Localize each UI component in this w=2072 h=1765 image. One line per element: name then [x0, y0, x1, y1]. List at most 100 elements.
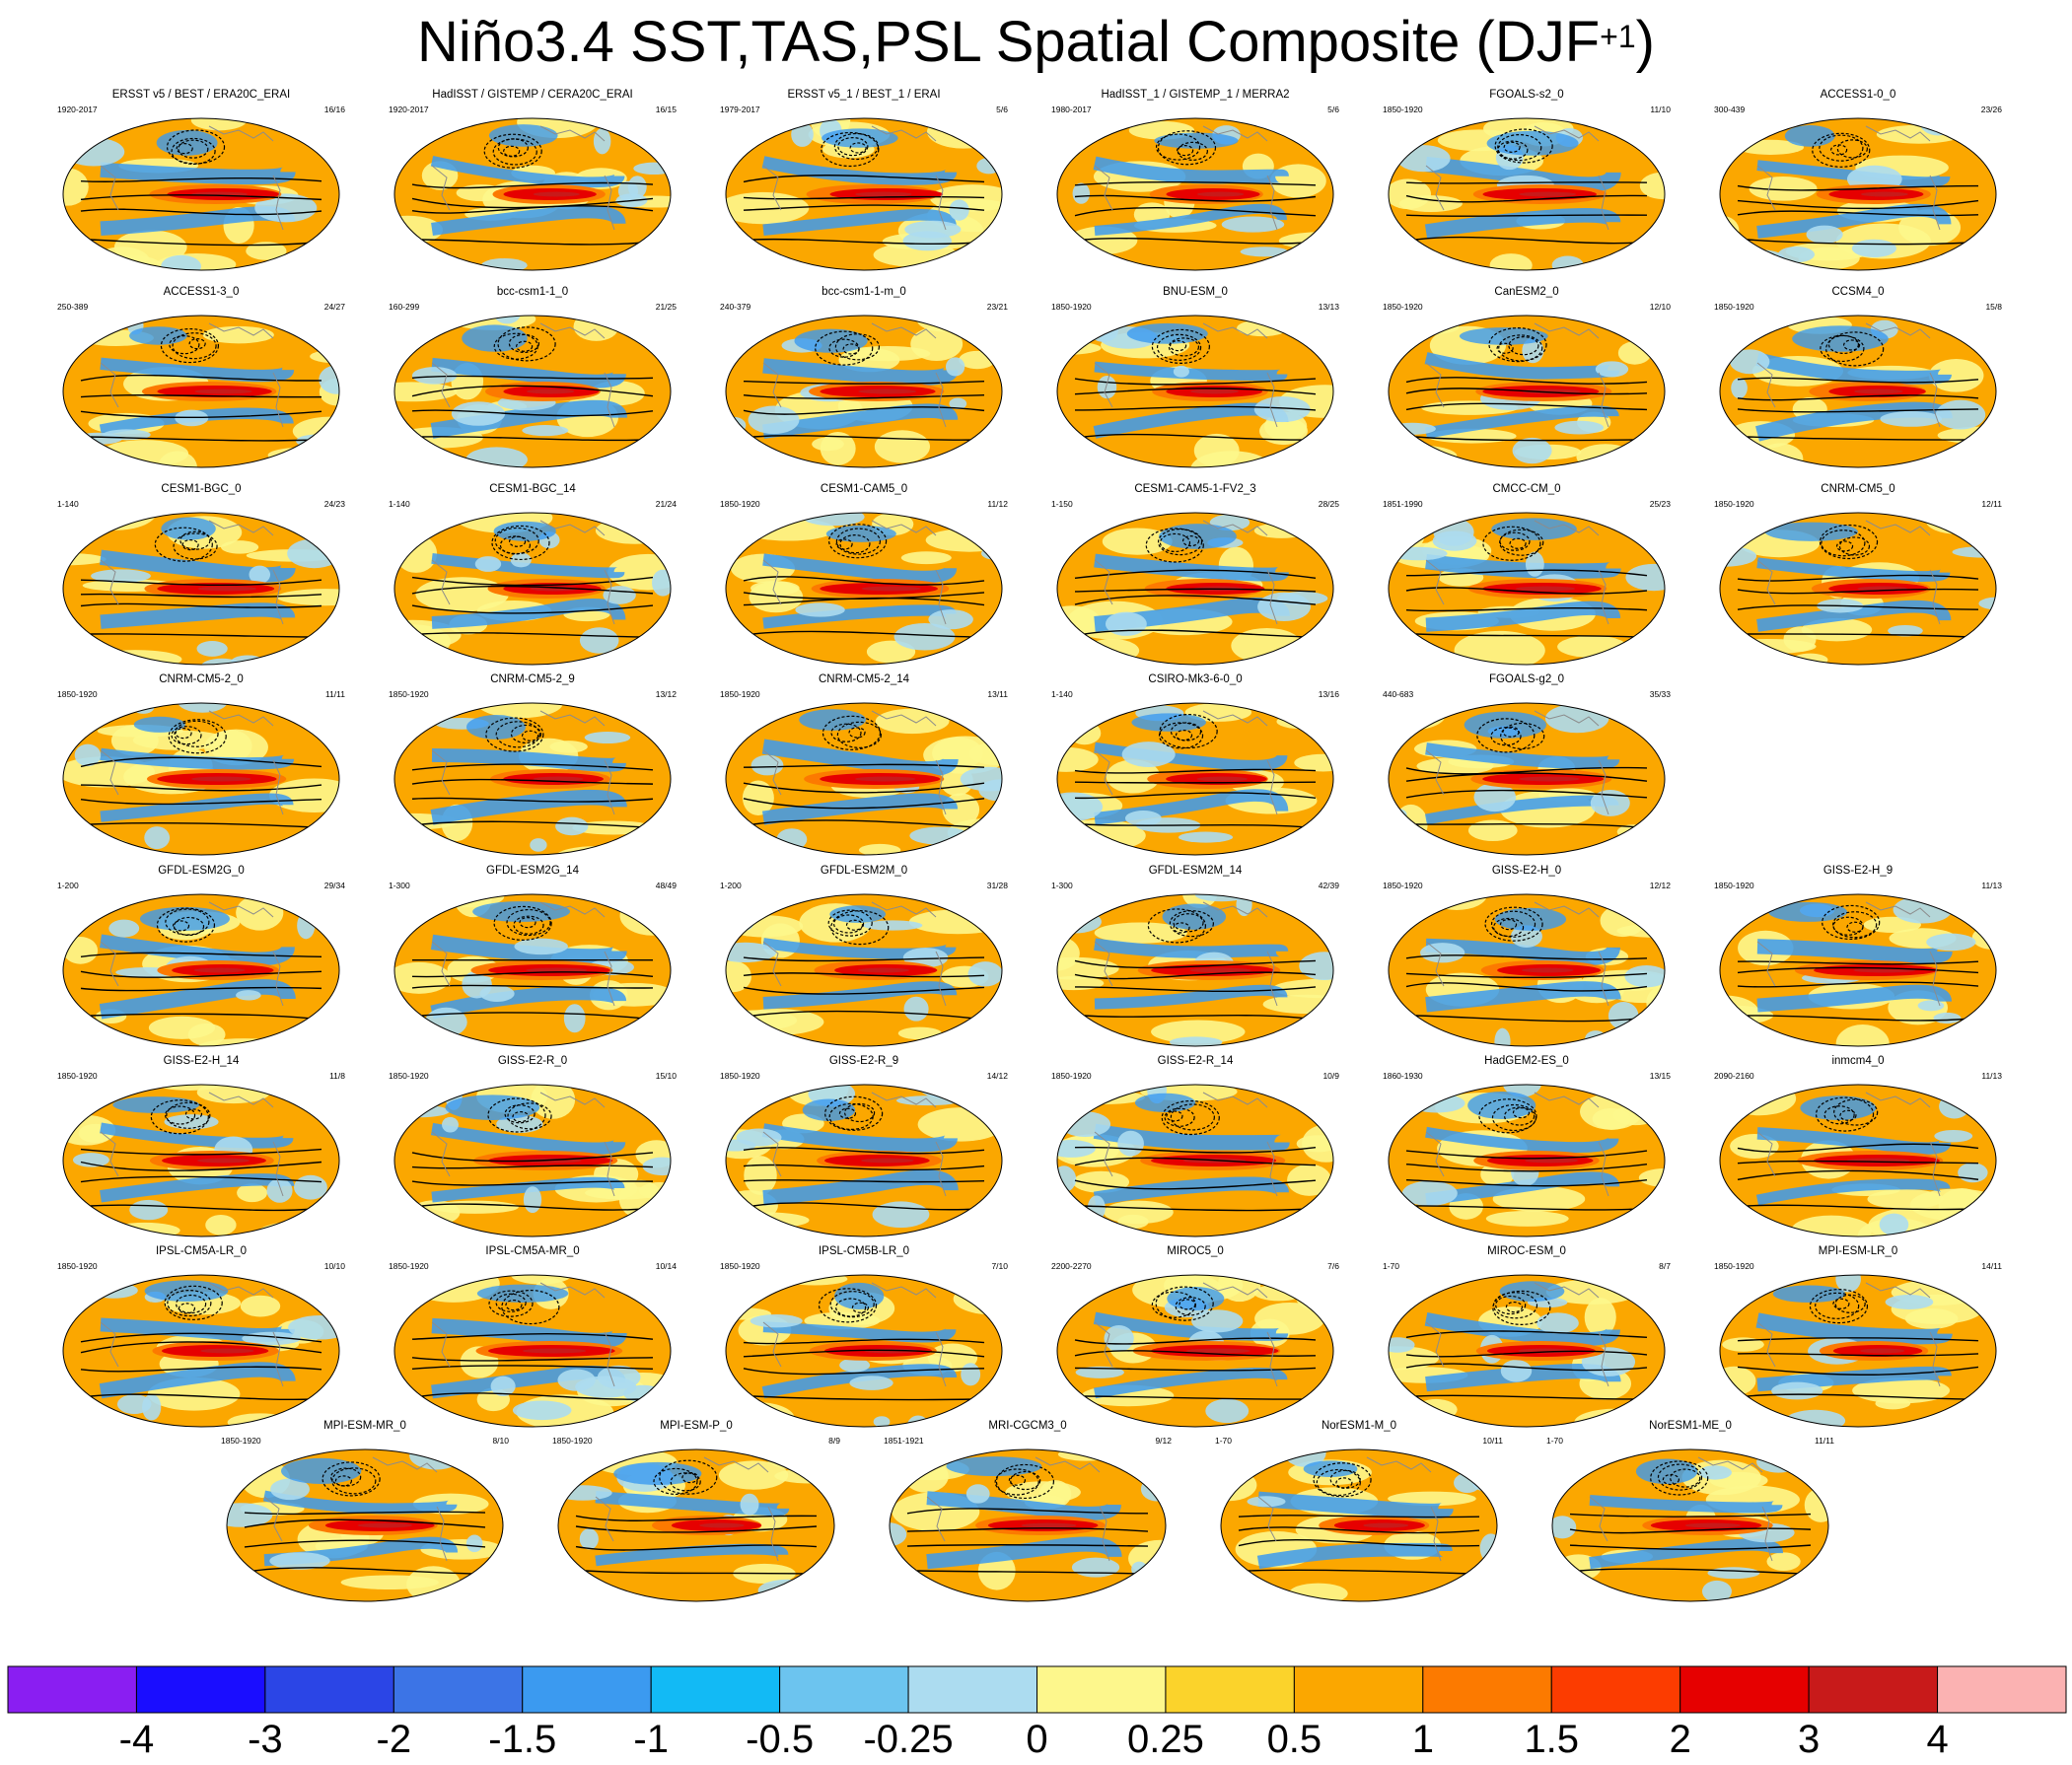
colorbar-tick-label: -1.5: [488, 1718, 556, 1761]
panel-title: inmcm4_0: [1831, 1055, 1885, 1067]
world-map: [725, 702, 1003, 856]
world-map: [1056, 315, 1334, 468]
panel-event-count: 11/11: [1814, 1436, 1834, 1446]
colorbar-tick-label: -0.25: [863, 1718, 953, 1761]
panel-title: MRI-CGCM3_0: [988, 1420, 1067, 1432]
map-panel: CNRM-CM5_0 1850-1920 12/11: [1710, 483, 2006, 671]
world-map: [393, 315, 672, 468]
figure-title-close: ): [1635, 10, 1655, 74]
world-map: [62, 893, 340, 1047]
panel-years: 1920-2017: [389, 105, 429, 114]
figure-title-superscript: +1: [1600, 19, 1636, 54]
panel-title: MIROC5_0: [1167, 1245, 1224, 1257]
colorbar-swatch: [393, 1665, 524, 1714]
panel-title: CESM1-BGC_14: [489, 483, 576, 495]
world-map: [62, 117, 340, 271]
map-panel: CNRM-CM5-2_14 1850-1920 13/11: [716, 673, 1012, 861]
panel-years: 1850-1920: [720, 1071, 760, 1081]
map-panel: HadISST_1 / GISTEMP_1 / MERRA2 1980-2017 5…: [1047, 89, 1343, 276]
panel-years: 1850-1920: [720, 689, 760, 699]
panel-years: 1850-1920: [57, 1261, 98, 1271]
panel-event-count: 13/13: [1318, 302, 1339, 312]
map-panel: GISS-E2-R_14 1850-1920 10/9: [1047, 1055, 1343, 1242]
panel-title: ERSST v5 / BEST / ERA20C_ERAI: [111, 89, 291, 101]
panel-years: 1-140: [57, 499, 79, 509]
panel-years: 1850-1920: [1714, 881, 1754, 890]
panel-years: 1850-1920: [1383, 105, 1423, 114]
panel-title: CESM1-BGC_0: [161, 483, 242, 495]
panel-title: MPI-ESM-MR_0: [323, 1420, 406, 1432]
panel-years: 1850-1920: [1051, 302, 1092, 312]
panel-event-count: 11/13: [1981, 1071, 2002, 1081]
panel-title: GISS-E2-H_0: [1491, 865, 1562, 877]
panel-years: 1-70: [1383, 1261, 1400, 1271]
panel-years: 1-140: [389, 499, 410, 509]
panel-title: CSIRO-Mk3-6-0_0: [1148, 673, 1243, 685]
colorbar-tick-label: -4: [119, 1718, 155, 1761]
world-map: [1719, 117, 1997, 271]
panel-event-count: 8/7: [1659, 1261, 1671, 1271]
panel-years: 1-150: [1051, 499, 1073, 509]
panel-event-count: 21/24: [655, 499, 677, 509]
panel-title: CanESM2_0: [1494, 286, 1559, 298]
panel-event-count: 28/25: [1318, 499, 1339, 509]
world-map: [1388, 512, 1666, 666]
world-map: [62, 315, 340, 468]
panel-title: CNRM-CM5-2_9: [490, 673, 575, 685]
world-map: [725, 893, 1003, 1047]
map-panel: GISS-E2-H_9 1850-1920 11/13: [1710, 865, 2006, 1052]
map-panel: ACCESS1-3_0 250-389 24/27: [53, 286, 349, 473]
world-map: [557, 1448, 835, 1602]
map-panel: CCSM4_0 1850-1920 15/8: [1710, 286, 2006, 473]
colorbar-swatch: [264, 1665, 394, 1714]
map-panel: GFDL-ESM2M_0 1-200 31/28: [716, 865, 1012, 1052]
world-map: [393, 1274, 672, 1428]
world-map: [1719, 893, 1997, 1047]
world-map: [393, 702, 672, 856]
panel-title: GISS-E2-H_14: [163, 1055, 240, 1067]
panel-years: 1860-1930: [1383, 1071, 1423, 1081]
world-map: [1056, 512, 1334, 666]
colorbar-tick-label: 0.5: [1267, 1718, 1322, 1761]
panel-years: 1-200: [57, 881, 79, 890]
colorbar-tick-label: -1: [633, 1718, 669, 1761]
map-panel: IPSL-CM5A-LR_0 1850-1920 10/10: [53, 1245, 349, 1433]
world-map: [889, 1448, 1167, 1602]
panel-years: 1-70: [1546, 1436, 1564, 1446]
world-map: [1056, 117, 1334, 271]
map-panel: GFDL-ESM2M_14 1-300 42/39: [1047, 865, 1343, 1052]
panel-years: 1980-2017: [1051, 105, 1092, 114]
panel-title: bcc-csm1-1-m_0: [822, 286, 906, 298]
panel-title: IPSL-CM5B-LR_0: [818, 1245, 910, 1257]
panel-event-count: 31/28: [986, 881, 1008, 890]
panel-years: 1850-1920: [389, 1261, 429, 1271]
panel-years: 1850-1920: [720, 499, 760, 509]
map-panel: inmcm4_0 2090-2160 11/13: [1710, 1055, 2006, 1242]
panel-event-count: 13/12: [655, 689, 677, 699]
panel-event-count: 42/39: [1318, 881, 1339, 890]
panel-event-count: 21/25: [655, 302, 677, 312]
world-map: [62, 1084, 340, 1237]
world-map: [1719, 1274, 1997, 1428]
panel-years: 440-683: [1383, 689, 1414, 699]
colorbar-swatch: [7, 1665, 137, 1714]
panel-title: BNU-ESM_0: [1163, 286, 1228, 298]
panel-event-count: 5/6: [996, 105, 1008, 114]
panel-title: GFDL-ESM2M_14: [1148, 865, 1243, 877]
panel-years: 2200-2270: [1051, 1261, 1092, 1271]
figure-title-main: Niño3.4 SST,TAS,PSL Spatial Composite (D…: [417, 10, 1601, 74]
panel-title: GFDL-ESM2G_0: [158, 865, 245, 877]
panel-event-count: 25/23: [1649, 499, 1671, 509]
panel-years: 1851-1990: [1383, 499, 1423, 509]
panel-years: 1850-1920: [720, 1261, 760, 1271]
panel-event-count: 10/14: [655, 1261, 677, 1271]
map-panel: GISS-E2-R_9 1850-1920 14/12: [716, 1055, 1012, 1242]
panel-event-count: 23/21: [986, 302, 1008, 312]
panel-event-count: 48/49: [655, 881, 677, 890]
colorbar-tick-label: 0: [1026, 1718, 1047, 1761]
panel-years: 1850-1920: [1714, 499, 1754, 509]
panel-title: IPSL-CM5A-MR_0: [485, 1245, 580, 1257]
colorbar-swatch: [522, 1665, 652, 1714]
panel-title: GFDL-ESM2G_14: [486, 865, 579, 877]
panel-event-count: 13/16: [1318, 689, 1339, 699]
